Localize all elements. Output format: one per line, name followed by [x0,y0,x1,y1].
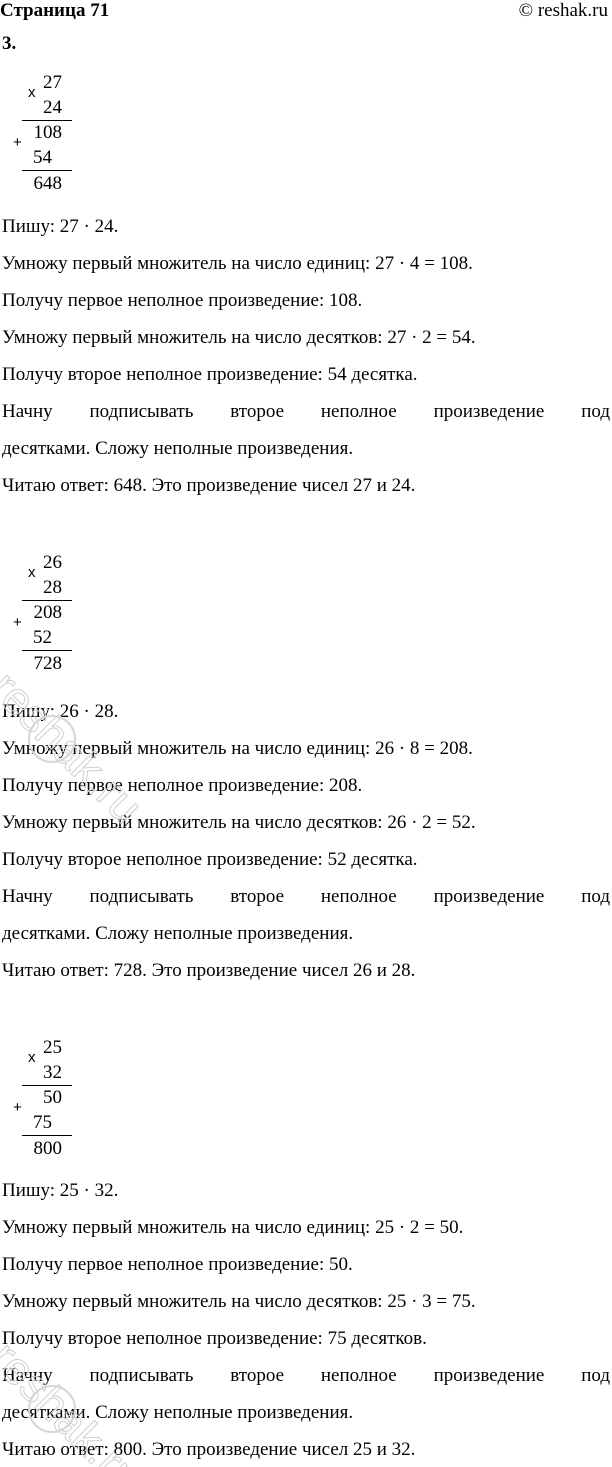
explanation-line: Получу первое неполное произведение: 50. [2,1254,353,1275]
multiplicand: 27 [43,72,62,93]
explanation-line: Пишу: 26 · 28. [2,701,119,722]
multiplicand: 26 [43,552,62,573]
plus-sign: + [13,614,22,631]
explanation-line: Получу второе неполное произведение: 75 … [2,1328,427,1349]
explanation-line: Умножу первый множитель на число десятко… [2,1291,476,1312]
explanation-line: десятками. Сложу неполные произведения. [2,923,354,944]
explanation: Пишу: 27 · 24. Умножу первый множитель на… [2,208,610,504]
explanation-line: десятками. Сложу неполные произведения. [2,1402,354,1423]
multiplicand: 25 [43,1037,62,1058]
result: 800 [33,1138,63,1159]
plus-sign: + [13,134,22,151]
column-multiplication: x 26 28 + 208 52 728 [0,552,80,682]
divider-line [22,170,72,171]
multiply-sign: x [28,1049,36,1066]
explanation-line: Умножу первый множитель на число десятко… [2,327,476,348]
explanation-line: Начну подписывать второе неполное произв… [2,401,610,422]
explanation-line: Умножу первый множитель на число десятко… [2,812,476,833]
multiplier: 32 [43,1062,62,1083]
result: 728 [33,653,63,674]
divider-line [22,120,72,121]
multiplier: 24 [43,97,62,118]
plus-sign: + [13,1099,22,1116]
explanation-line: Пишу: 27 · 24. [2,216,119,237]
explanation-line: Пишу: 25 · 32. [2,1180,119,1201]
divider-line [22,1085,72,1086]
divider-line [22,650,72,651]
explanation-line: Умножу первый множитель на число единиц:… [2,253,473,274]
divider-line [22,1135,72,1136]
explanation-line: Умножу первый множитель на число единиц:… [2,738,473,759]
partial-product-1: 208 [33,602,63,623]
explanation-line: Получу второе неполное произведение: 54 … [2,364,418,385]
task-number: 3. [2,33,17,54]
multiply-sign: x [28,564,36,581]
explanation-line: Начну подписывать второе неполное произв… [2,1365,610,1386]
explanation-line: Читаю ответ: 800. Это произведение чисел… [2,1439,416,1460]
multiply-sign: x [28,84,36,101]
explanation-line: Умножу первый множитель на число единиц:… [2,1217,464,1238]
result: 648 [33,173,63,194]
explanation-line: Начну подписывать второе неполное произв… [2,886,610,907]
divider-line [22,600,72,601]
partial-product-1: 50 [43,1087,62,1108]
column-multiplication: x 25 32 + 50 75 800 [0,1037,80,1167]
explanation-line: Читаю ответ: 728. Это произведение чисел… [2,960,416,981]
partial-product-2: 52 [33,627,52,648]
explanation-line: Читаю ответ: 648. Это произведение чисел… [2,475,416,496]
explanation: Пишу: 26 · 28. Умножу первый множитель на… [2,693,610,989]
partial-product-2: 54 [33,147,52,168]
copyright: © reshak.ru [518,0,608,21]
explanation-line: Получу первое неполное произведение: 108… [2,290,363,311]
explanation-line: Получу второе неполное произведение: 52 … [2,849,418,870]
column-multiplication: x 27 24 + 108 54 648 [0,72,80,202]
explanation-line: Получу первое неполное произведение: 208… [2,775,363,796]
page-title: Страница 71 [0,0,110,21]
watermark-copyright-icon [28,1385,76,1433]
explanation: Пишу: 25 · 32. Умножу первый множитель на… [2,1172,610,1467]
multiplier: 28 [43,577,62,598]
watermark-copyright-icon [28,715,76,763]
partial-product-2: 75 [33,1112,52,1133]
explanation-line: десятками. Сложу неполные произведения. [2,438,354,459]
partial-product-1: 108 [33,122,63,143]
